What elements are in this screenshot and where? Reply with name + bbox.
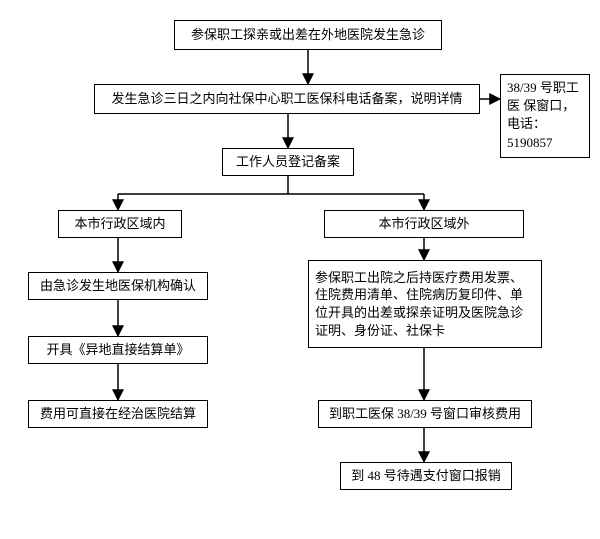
node-window-audit: 到职工医保 38/39 号窗口审核费用 [318,400,532,428]
node-documents-text: 参保职工出院之后持医疗费用发票、住院费用清单、住院病历复印件、单位开具的出差或探… [315,269,535,339]
node-window-pay: 到 48 号待遇支付窗口报销 [340,462,512,490]
node-issue-form-text: 开具《异地直接结算单》 [46,341,189,359]
node-staff-register-text: 工作人员登记备案 [236,153,340,171]
node-in-city-text: 本市行政区域内 [74,215,165,233]
node-settle-direct-text: 费用可直接在经治医院结算 [40,405,196,423]
node-start-text: 参保职工探亲或出差在外地医院发生急诊 [191,26,425,44]
node-window-audit-text: 到职工医保 38/39 号窗口审核费用 [329,405,521,423]
node-start: 参保职工探亲或出差在外地医院发生急诊 [174,20,442,50]
node-local-confirm: 由急诊发生地医保机构确认 [28,272,208,300]
side-contact-text: 38/39 号职工医 保窗口，电话：5190857 [507,80,579,150]
node-staff-register: 工作人员登记备案 [222,148,354,176]
node-documents: 参保职工出院之后持医疗费用发票、住院费用清单、住院病历复印件、单位开具的出差或探… [308,260,542,348]
node-out-city: 本市行政区域外 [324,210,524,238]
node-window-pay-text: 到 48 号待遇支付窗口报销 [351,467,501,485]
node-report-phone-text: 发生急诊三日之内向社保中心职工医保科电话备案，说明详情 [111,90,462,108]
node-in-city: 本市行政区域内 [58,210,182,238]
side-contact-box: 38/39 号职工医 保窗口，电话：5190857 [500,74,590,158]
node-settle-direct: 费用可直接在经治医院结算 [28,400,208,428]
node-report-phone: 发生急诊三日之内向社保中心职工医保科电话备案，说明详情 [94,84,480,114]
node-out-city-text: 本市行政区域外 [378,215,469,233]
node-issue-form: 开具《异地直接结算单》 [28,336,208,364]
node-local-confirm-text: 由急诊发生地医保机构确认 [40,277,196,295]
